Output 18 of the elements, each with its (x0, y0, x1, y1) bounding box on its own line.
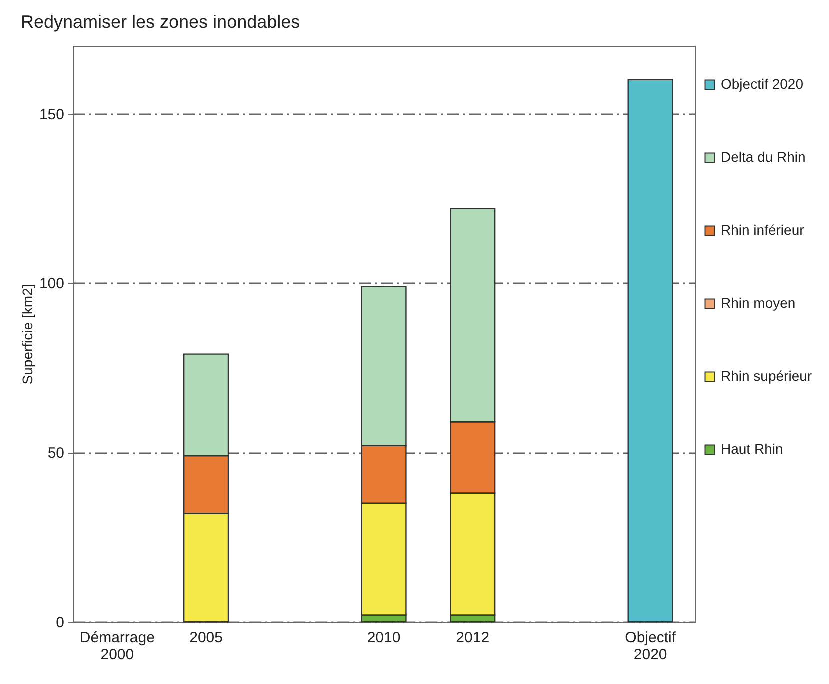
x-tick-label: 2005 (190, 630, 223, 646)
y-axis-title: Superficie [km2] (19, 284, 36, 385)
legend-label: Haut Rhin (721, 441, 784, 457)
legend-label: Rhin moyen (721, 295, 796, 311)
y-tick-label: 100 (39, 276, 64, 293)
x-tick-label: 2010 (367, 630, 401, 646)
legend-label: Delta du Rhin (721, 149, 806, 165)
chart-title: Redynamiser les zones inondables (20, 12, 300, 32)
y-tick-label: 50 (48, 445, 64, 462)
x-tick-label: 2012 (456, 630, 490, 646)
legend-label: Rhin inférieur (721, 222, 805, 238)
x-tick-label: Démarrage 2000 (80, 630, 155, 664)
bar (628, 79, 674, 623)
legend-label: Objectif 2020 (721, 76, 804, 92)
y-tick-label: 0 (56, 614, 64, 632)
x-tick-label: Objectif 2020 (625, 630, 677, 664)
y-tick-label: 150 (39, 106, 64, 124)
legend-label: Rhin supérieur (721, 368, 812, 384)
